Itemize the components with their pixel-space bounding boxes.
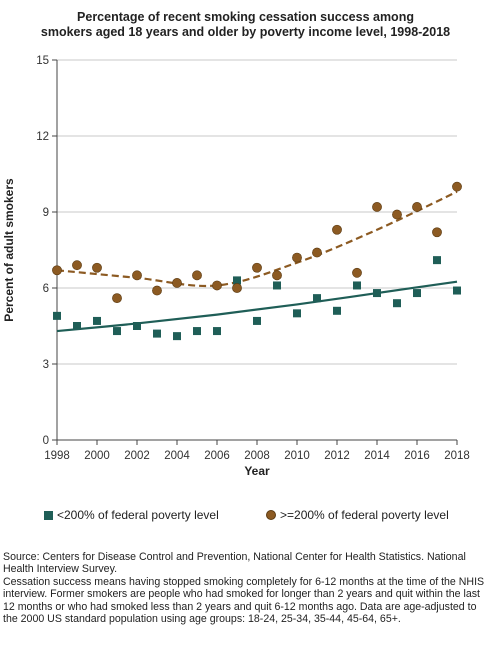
data-point-high-income (392, 209, 402, 220)
data-point-low-income (293, 309, 301, 318)
data-point-high-income (252, 262, 262, 273)
data-point-low-income (453, 286, 461, 295)
data-point-low-income (93, 316, 101, 325)
y-tick-label: 0 (43, 435, 49, 447)
legend-circle-marker (266, 510, 276, 520)
footnote: Source: Centers for Disease Control and … (3, 551, 489, 625)
data-point-high-income (132, 270, 142, 281)
data-point-low-income (193, 327, 201, 336)
data-point-low-income (233, 276, 241, 285)
x-tick-label: 2006 (204, 450, 230, 462)
data-point-high-income (452, 181, 462, 192)
data-point-high-income (232, 283, 242, 293)
data-point-high-income (52, 265, 62, 276)
data-point-high-income (152, 285, 162, 296)
data-point-high-income (192, 270, 202, 281)
x-tick-label: 2014 (364, 450, 390, 462)
y-tick-label: 6 (43, 283, 49, 295)
data-point-high-income (72, 260, 82, 271)
chart-title-line-1: Percentage of recent smoking cessation s… (77, 10, 414, 24)
data-point-high-income (372, 202, 382, 212)
data-point-high-income (412, 202, 422, 212)
y-tick-label: 15 (36, 55, 49, 67)
chart-title: Percentage of recent smoking cessation s… (0, 10, 491, 40)
y-axis-label: Percent of adult smokers (2, 178, 16, 322)
data-point-high-income (292, 252, 302, 263)
y-tick-label: 3 (43, 359, 49, 371)
data-point-low-income (253, 316, 261, 325)
x-tick-label: 2004 (164, 450, 190, 462)
data-point-high-income (272, 270, 282, 281)
data-point-low-income (373, 289, 381, 298)
x-tick-label: 2012 (324, 450, 350, 462)
grid-lines (57, 59, 457, 365)
data-point-high-income (92, 262, 102, 273)
x-axis-label: Year (244, 464, 270, 478)
x-tick-label: 2016 (404, 450, 430, 462)
data-point-low-income (433, 256, 441, 265)
chart-title-line-2: smokers aged 18 years and older by pover… (40, 25, 451, 39)
data-point-low-income (273, 281, 281, 290)
data-point-high-income (112, 293, 122, 304)
scatter-chart: 0 3 6 9 12 15 1998 2000 2002 2004 2006 2008 2010 2012… (2, 55, 470, 478)
x-tick-label: 1998 (44, 450, 70, 462)
axes: 0 3 6 9 12 15 1998 2000 2002 2004 2006 2008 2010 2012… (36, 55, 470, 462)
data-point-low-income (133, 322, 141, 330)
data-point-low-income (353, 281, 361, 290)
data-point-high-income (432, 227, 442, 238)
legend-item-low-income: <200% of federal poverty level (44, 508, 219, 522)
data-point-high-income (172, 278, 182, 288)
trend-line-series-1 (56, 280, 458, 333)
footnote-source: Source: Centers for Disease Control and … (3, 551, 466, 576)
legend-square-marker (44, 510, 53, 520)
data-point-low-income (393, 299, 401, 308)
footnote-note: Cessation success means having stopped s… (3, 575, 485, 626)
data-point-low-income (73, 322, 81, 330)
data-point-low-income (333, 306, 341, 315)
data-point-low-income (173, 332, 181, 341)
data-point-low-income (313, 294, 321, 303)
legend-label-high-income: >=200% of federal poverty level (280, 508, 449, 522)
x-tick-label: 2002 (124, 450, 150, 462)
data-point-high-income (212, 280, 222, 291)
x-tick-label: 2018 (444, 450, 470, 462)
data-point-low-income (153, 329, 161, 338)
data-point-high-income (352, 267, 362, 278)
x-tick-label: 2008 (244, 450, 270, 462)
x-tick-label: 2000 (84, 450, 110, 462)
data-point-low-income (413, 289, 421, 298)
y-tick-label: 12 (36, 131, 49, 143)
data-point-low-income (213, 327, 221, 336)
legend-item-high-income: >=200% of federal poverty level (266, 508, 449, 522)
data-point-low-income (113, 327, 121, 336)
data-point-low-income (53, 311, 61, 320)
data-points (52, 181, 462, 341)
data-point-high-income (332, 224, 342, 235)
y-tick-label: 9 (43, 207, 49, 219)
data-point-high-income (312, 247, 322, 258)
chart-legend: <200% of federal poverty level >=200% of… (0, 508, 491, 524)
x-tick-label: 2010 (284, 450, 310, 462)
legend-label-low-income: <200% of federal poverty level (57, 508, 219, 522)
